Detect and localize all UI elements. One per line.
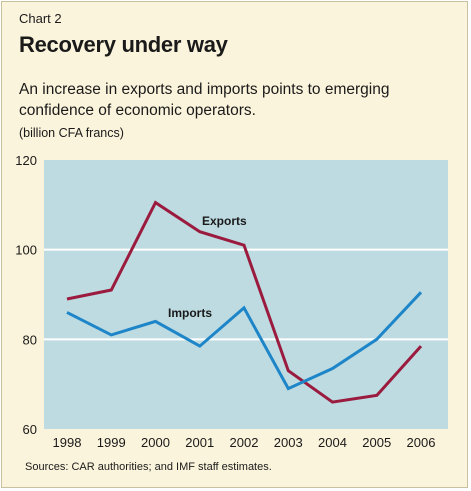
x-tick-label: 2004 — [318, 435, 347, 450]
x-tick-label: 2002 — [230, 435, 259, 450]
y-tick-label: 100 — [15, 243, 37, 258]
chart-units: (billion CFA francs) — [19, 126, 124, 140]
x-tick-label: 1999 — [97, 435, 126, 450]
series-label-imports: Imports — [168, 306, 212, 320]
series-label-exports: Exports — [202, 214, 247, 228]
chart-title: Recovery under way — [19, 32, 228, 57]
y-tick-label: 120 — [15, 153, 37, 168]
chart-subtitle: An increase in exports and imports point… — [19, 81, 390, 119]
y-tick-label: 60 — [23, 422, 37, 437]
chart-source: Sources: CAR authorities; and IMF staff … — [25, 461, 272, 473]
chart-number: Chart 2 — [19, 11, 62, 26]
x-tick-label: 2005 — [362, 435, 391, 450]
x-tick-label: 2003 — [274, 435, 303, 450]
x-tick-label: 1998 — [53, 435, 82, 450]
x-tick-label: 2006 — [407, 435, 436, 450]
y-tick-label: 80 — [23, 332, 37, 347]
plot-area — [44, 160, 448, 429]
x-tick-label: 2000 — [141, 435, 170, 450]
x-tick-label: 2001 — [185, 435, 214, 450]
